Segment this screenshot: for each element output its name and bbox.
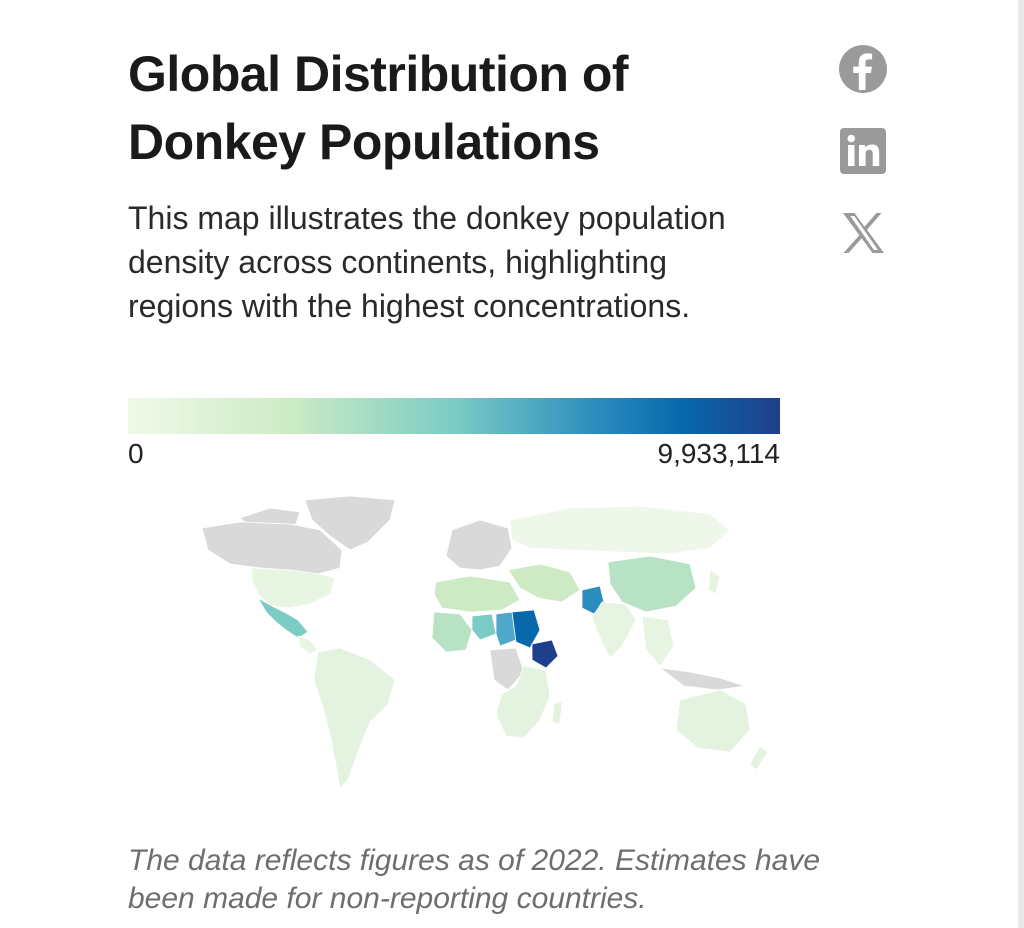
page-title: Global Distribution of Donkey Population…: [128, 46, 629, 170]
page-subtitle: This map illustrates the donkey populati…: [128, 200, 726, 324]
region-niger: [471, 613, 497, 641]
region-greenland: [304, 495, 396, 551]
region-central-africa: [489, 647, 525, 691]
region-east-southern-africa: [495, 665, 551, 739]
region-ethiopia: [531, 639, 559, 669]
region-west-africa: [431, 611, 473, 653]
region-australia: [675, 689, 751, 753]
region-chad: [495, 611, 517, 647]
region-southeast-asia: [641, 615, 675, 667]
x-icon[interactable]: [838, 208, 888, 258]
facebook-icon[interactable]: [838, 44, 888, 94]
region-sudan: [511, 609, 541, 649]
region-south-america: [313, 647, 396, 789]
color-scale-max-label: 9,933,114: [657, 438, 781, 469]
region-russia: [509, 505, 731, 555]
region-north-africa: [433, 575, 521, 613]
color-scale-min-label: 0: [128, 438, 144, 469]
linkedin-icon[interactable]: [838, 126, 888, 176]
region-new-zealand: [749, 745, 769, 771]
color-scale-bar: [128, 398, 780, 434]
region-usa: [251, 567, 336, 609]
region-canada: [201, 521, 343, 575]
share-bar: [838, 44, 888, 290]
region-india: [591, 601, 637, 659]
region-japan: [707, 569, 721, 595]
page-edge: [1018, 0, 1024, 928]
region-europe: [445, 519, 513, 571]
region-indonesia: [658, 667, 746, 691]
region-middle-east: [507, 563, 581, 603]
region-central-america: [297, 635, 319, 655]
data-note: The data reflects figures as of 2022. Es…: [128, 844, 821, 915]
region-madagascar: [551, 701, 563, 725]
region-mexico: [256, 596, 309, 639]
region-china: [607, 555, 697, 613]
world-choropleth-map: [201, 495, 769, 789]
